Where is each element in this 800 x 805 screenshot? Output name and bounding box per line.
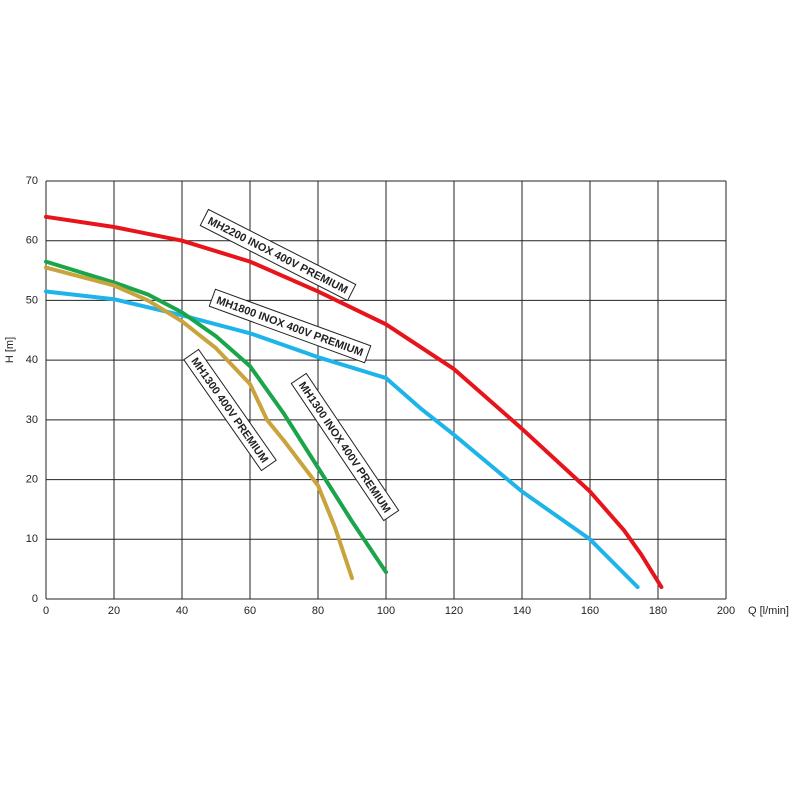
y-tick-label: 10 (26, 533, 38, 545)
x-tick-label: 0 (43, 605, 49, 617)
y-tick-label: 40 (26, 354, 38, 366)
x-tick-label: 60 (244, 605, 256, 617)
label-text: MH1300 INOX 400V PREMIUM (296, 380, 393, 515)
y-tick-label: 70 (26, 175, 38, 187)
curve (44, 259, 388, 575)
curve (44, 289, 640, 590)
curve-label: MH1300 INOX 400V PREMIUM (290, 372, 400, 522)
y-tick-label: 50 (26, 294, 38, 306)
x-tick-label: 140 (513, 605, 531, 617)
y-axis-label: H [m] (4, 337, 16, 363)
y-tick-label: 20 (26, 473, 38, 485)
x-tick-label: 120 (445, 605, 463, 617)
curve (44, 265, 354, 581)
x-tick-label: 200 (717, 605, 735, 617)
x-tick-label: 180 (649, 605, 667, 617)
x-tick-label: 80 (312, 605, 324, 617)
label-box (290, 372, 400, 522)
y-tick-label: 0 (32, 593, 38, 605)
label-text: MH1300 400V PREMIUM (188, 356, 270, 466)
x-tick-label: 40 (176, 605, 188, 617)
label-box (199, 208, 357, 302)
x-axis-label: Q [l/min] (748, 605, 789, 617)
label-box (208, 288, 372, 364)
y-tick-label: 60 (26, 235, 38, 247)
x-tick-label: 160 (581, 605, 599, 617)
label-box (183, 348, 277, 472)
curve (44, 214, 664, 590)
x-tick-label: 100 (377, 605, 395, 617)
x-tick-label: 20 (108, 605, 120, 617)
y-tick-label: 30 (26, 414, 38, 426)
